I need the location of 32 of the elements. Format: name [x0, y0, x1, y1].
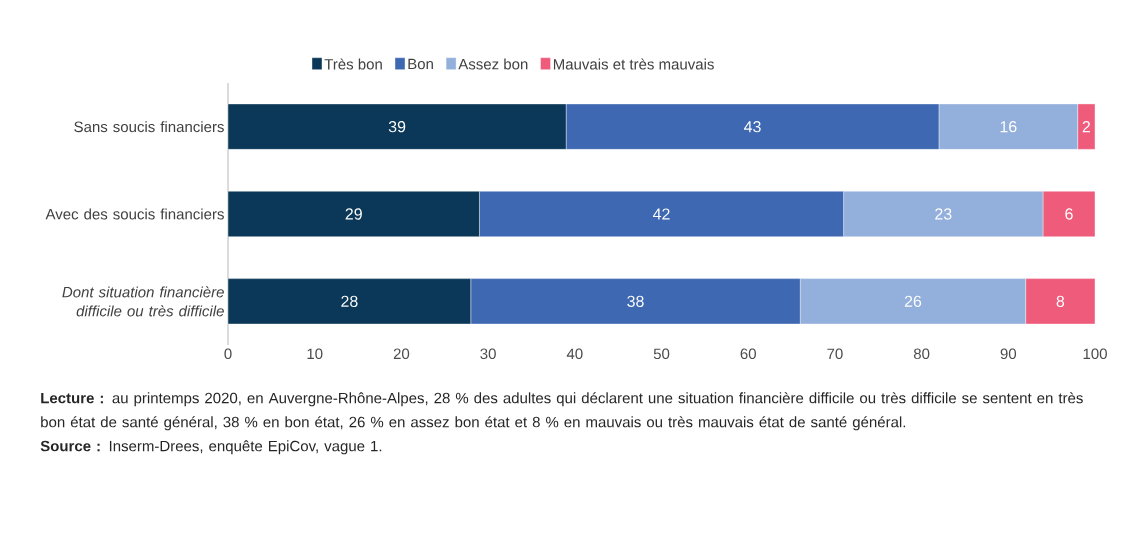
- data-label: 39: [388, 120, 406, 133]
- data-label: 6: [1065, 208, 1073, 220]
- x-tick-label: 80: [913, 348, 930, 360]
- legend-label: Assez bon: [458, 58, 528, 70]
- data-label: 26: [904, 295, 922, 307]
- y-tick-label: Dont situation financière difficile ou très difficile: [62, 286, 224, 317]
- data-label: 23: [935, 208, 952, 220]
- x-tick-label: 40: [566, 348, 583, 360]
- y-tick-label: Avec des soucis financiers: [45, 208, 224, 220]
- x-tick-label: 100: [1083, 348, 1107, 360]
- data-label: 29: [345, 208, 362, 220]
- data-label: 2: [1082, 121, 1090, 133]
- y-tick-label: Sans soucis financiers: [74, 121, 224, 133]
- x-tick-label: 30: [480, 348, 496, 360]
- data-label: 38: [627, 295, 644, 307]
- legend-label: Bon: [408, 58, 433, 70]
- x-tick-label: 50: [653, 348, 670, 360]
- text: Source : Inserm-Drees, enquête EpiCov, vague 1.: [40, 440, 382, 455]
- x-tick-label: 70: [827, 348, 843, 360]
- data-label: 8: [1056, 295, 1065, 307]
- data-label: 28: [341, 295, 358, 307]
- text: Lecture : au printemps 2020, en Auvergne-Rhône-Alpes, 28 % des adultes qui déclarent une situation financière difficile ou très difficile se sentent en très bon état de santé général, 38 % en bon état, 26 % en assez bon état et 8 % en mauvais ou très mauvais état de santé général.: [41, 392, 1083, 431]
- x-tick-label: 0: [224, 348, 232, 360]
- legend-label: Très bon: [324, 58, 382, 70]
- x-tick-label: 10: [307, 348, 323, 360]
- data-label: 16: [1000, 120, 1017, 133]
- legend-label: Mauvais et très mauvais: [553, 58, 714, 70]
- x-tick-label: 60: [740, 348, 756, 360]
- x-tick-label: 20: [393, 348, 410, 360]
- data-label: 42: [652, 208, 670, 220]
- x-tick-label: 90: [1000, 348, 1017, 360]
- data-label: 43: [744, 120, 761, 133]
